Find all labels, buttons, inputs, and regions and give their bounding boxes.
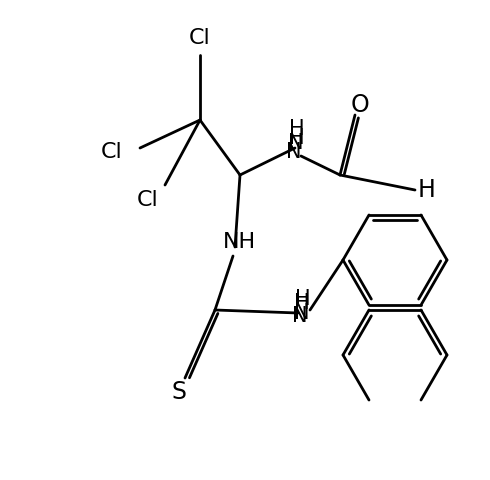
Text: NH: NH [222,232,256,252]
Text: Cl: Cl [189,28,211,48]
Text: H: H [289,128,305,148]
Text: N: N [286,142,302,162]
Text: Cl: Cl [137,190,159,210]
Text: H: H [294,293,310,313]
Text: S: S [172,380,187,404]
Text: O: O [351,93,369,117]
Text: H: H [289,119,305,139]
Text: Cl: Cl [101,142,123,162]
Text: H: H [295,289,311,309]
Text: N: N [288,133,304,153]
Text: H: H [418,178,436,202]
Text: N: N [292,306,308,326]
Text: N: N [294,303,310,323]
